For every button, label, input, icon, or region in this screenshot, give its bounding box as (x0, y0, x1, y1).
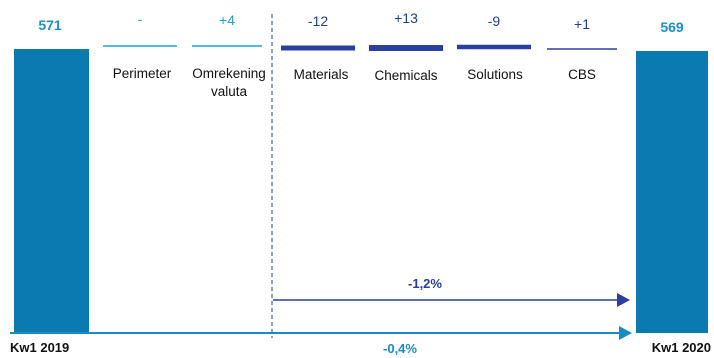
total-growth-arrowhead (619, 326, 632, 340)
total-growth-label: -0,4% (383, 341, 417, 356)
step-value-omrekening-valuta: +4 (219, 12, 235, 28)
end-value-label: 569 (660, 19, 684, 35)
start-bar (14, 49, 89, 333)
start-value-label: 571 (38, 17, 62, 33)
organic-growth-label: -1,2% (408, 276, 442, 291)
step-value-cbs: +1 (574, 16, 590, 32)
step-label-omrekening-valuta-line-2: valuta (211, 84, 248, 99)
organic-growth-arrowhead (617, 293, 630, 307)
end-category-label: Kw1 2020 (652, 340, 711, 355)
step-label-cbs: CBS (568, 67, 596, 82)
end-bar (636, 51, 708, 333)
step-label-perimeter: Perimeter (113, 66, 172, 81)
step-label-omrekening-valuta-line-1: Omrekening (192, 66, 266, 81)
step-value-perimeter: - (138, 11, 143, 27)
step-value-chemicals: +13 (394, 10, 418, 26)
step-label-materials: Materials (294, 67, 349, 82)
step-value-materials: -12 (308, 13, 328, 29)
start-category-label: Kw1 2019 (10, 340, 69, 355)
step-label-chemicals: Chemicals (374, 68, 437, 83)
step-value-solutions: -9 (488, 13, 501, 29)
step-label-solutions: Solutions (467, 67, 523, 82)
